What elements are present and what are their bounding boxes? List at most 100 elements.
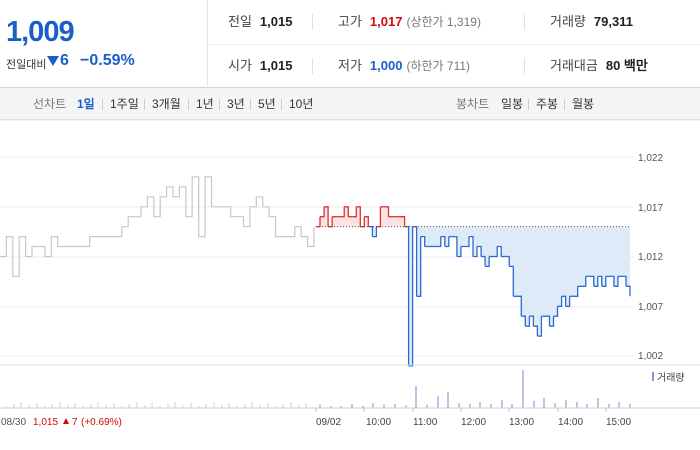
price-segment-down xyxy=(473,246,478,258)
divider xyxy=(312,14,313,30)
price-segment-down xyxy=(436,236,442,248)
y-tick-label: 1,002 xyxy=(638,351,663,362)
lower-limit: (하한가 711) xyxy=(406,59,471,73)
up-triangle-icon xyxy=(63,418,69,424)
period-daily[interactable]: 일봉 xyxy=(501,97,524,111)
price-segment-down xyxy=(440,235,446,247)
price-segment-down xyxy=(464,236,470,248)
price-segment-up xyxy=(340,206,345,218)
above-prev-close-fill xyxy=(316,206,630,227)
prev-close-cell: 전일 1,015 xyxy=(228,0,292,44)
change-label: 전일대비 xyxy=(6,59,47,71)
price-segment-up xyxy=(328,216,333,228)
divider xyxy=(281,99,282,110)
volume-legend-swatch xyxy=(652,372,654,381)
price-segment-down xyxy=(452,235,458,257)
intraday-chart-svg: 1,022 1,017 1,012 1,007 1,002 거래량 09/02 … xyxy=(0,119,700,428)
period-10y[interactable]: 10년 xyxy=(289,97,314,111)
volume-bars xyxy=(5,370,631,408)
y-tick-label: 1,007 xyxy=(638,302,663,313)
period-weekly[interactable]: 주봉 xyxy=(536,97,559,111)
price-segment-down xyxy=(509,265,514,297)
price-segment-down xyxy=(412,226,418,297)
quote-header: 1,009 전일대비 6 −0.59% 전일 1,015 고가 1,017 (상한가 … xyxy=(0,0,700,88)
volume-label: 거래량 xyxy=(550,14,586,29)
price-series xyxy=(0,176,631,367)
period-3m[interactable]: 3개월 xyxy=(152,97,181,111)
high-label: 고가 xyxy=(338,14,362,29)
candle-chart-label: 봉차트 xyxy=(456,97,490,111)
high-cell: 고가 1,017 (상한가 1,319) xyxy=(338,0,481,44)
price-segment-down xyxy=(573,286,579,297)
amount-value: 80 백만 xyxy=(605,58,648,73)
x-tick-label: 13:00 xyxy=(509,417,534,428)
price-segment-down xyxy=(561,295,567,307)
price-segment-down xyxy=(601,276,607,287)
price-segment-up xyxy=(344,206,349,217)
amount-cell: 거래대금 80 백만 xyxy=(550,44,648,88)
x-tick-label: 12:00 xyxy=(461,417,486,428)
period-5y[interactable]: 5년 xyxy=(258,97,276,111)
row-divider xyxy=(208,44,700,45)
price-segment-down xyxy=(609,275,615,287)
low-value: 1,000 xyxy=(369,58,403,73)
price-segment-down xyxy=(485,256,490,268)
line-chart-label: 선차트 xyxy=(33,97,67,111)
footer-date: 08/30 xyxy=(1,417,26,428)
volume-cell: 거래량 79,311 xyxy=(550,0,633,44)
divider xyxy=(144,99,145,110)
price-segment-up xyxy=(384,206,390,217)
chart-period-bar: 선차트 1일 1주일 3개월 1년 3년 5년 10년 봉차트 일봉 주봉 월봉 xyxy=(0,88,700,120)
y-tick-label: 1,022 xyxy=(638,153,663,164)
divider xyxy=(528,99,529,110)
price-segment-down xyxy=(416,236,422,297)
price-segment-down xyxy=(521,315,526,327)
x-tick-label: 10:00 xyxy=(366,417,391,428)
price-segment-down xyxy=(589,275,595,287)
price-segment-down xyxy=(593,276,599,287)
price-segment-up xyxy=(400,216,406,227)
footer-change: 7 xyxy=(72,417,78,428)
price-segment-down xyxy=(368,226,374,237)
volume-value: 79,311 xyxy=(593,14,633,29)
price-segment-down xyxy=(553,306,559,317)
x-tick-label: 15:00 xyxy=(606,417,631,428)
amount-label: 거래대금 xyxy=(550,58,598,73)
current-price-panel: 1,009 전일대비 6 −0.59% xyxy=(0,0,208,88)
period-1w[interactable]: 1주일 xyxy=(110,97,139,111)
price-segment-down xyxy=(420,235,426,247)
price-segment-down xyxy=(545,315,551,327)
below-prev-close-fill xyxy=(316,226,630,366)
price-segment-down xyxy=(597,275,603,287)
price-segment-up xyxy=(316,216,321,228)
price-segment-up xyxy=(356,206,361,227)
period-3y[interactable]: 3년 xyxy=(227,97,245,111)
open-cell: 시가 1,015 xyxy=(228,44,292,88)
y-tick-label: 1,012 xyxy=(638,252,663,263)
price-segment-down xyxy=(626,285,631,297)
price-segment-up xyxy=(324,206,329,227)
x-tick-label: 14:00 xyxy=(558,417,583,428)
change-rate: −0.59% xyxy=(80,52,135,69)
price-segment-down xyxy=(372,226,378,238)
price-segment-down xyxy=(497,245,502,257)
intraday-chart: 1,022 1,017 1,012 1,007 1,002 거래량 09/02 … xyxy=(0,119,700,450)
price-segment-up xyxy=(364,216,369,227)
price-segment-down xyxy=(565,296,571,307)
x-tick-label: 09/02 xyxy=(316,417,341,428)
divider xyxy=(524,58,525,74)
low-cell: 저가 1,000 (하한가 711) xyxy=(338,44,470,88)
period-1d[interactable]: 1일 xyxy=(77,97,95,111)
period-monthly[interactable]: 월봉 xyxy=(572,97,595,111)
price-segment-up xyxy=(352,206,357,218)
price-segment-down xyxy=(537,316,543,337)
current-price: 1,009 xyxy=(6,16,75,48)
open-label: 시가 xyxy=(228,58,252,73)
prev-close-value: 1,015 xyxy=(259,14,293,29)
price-segment-down xyxy=(404,226,410,366)
price-segment-down xyxy=(529,315,535,327)
footer-price: 1,015 xyxy=(33,417,58,428)
price-segment-down xyxy=(481,255,486,267)
divider xyxy=(219,99,220,110)
period-1y[interactable]: 1년 xyxy=(196,97,214,111)
